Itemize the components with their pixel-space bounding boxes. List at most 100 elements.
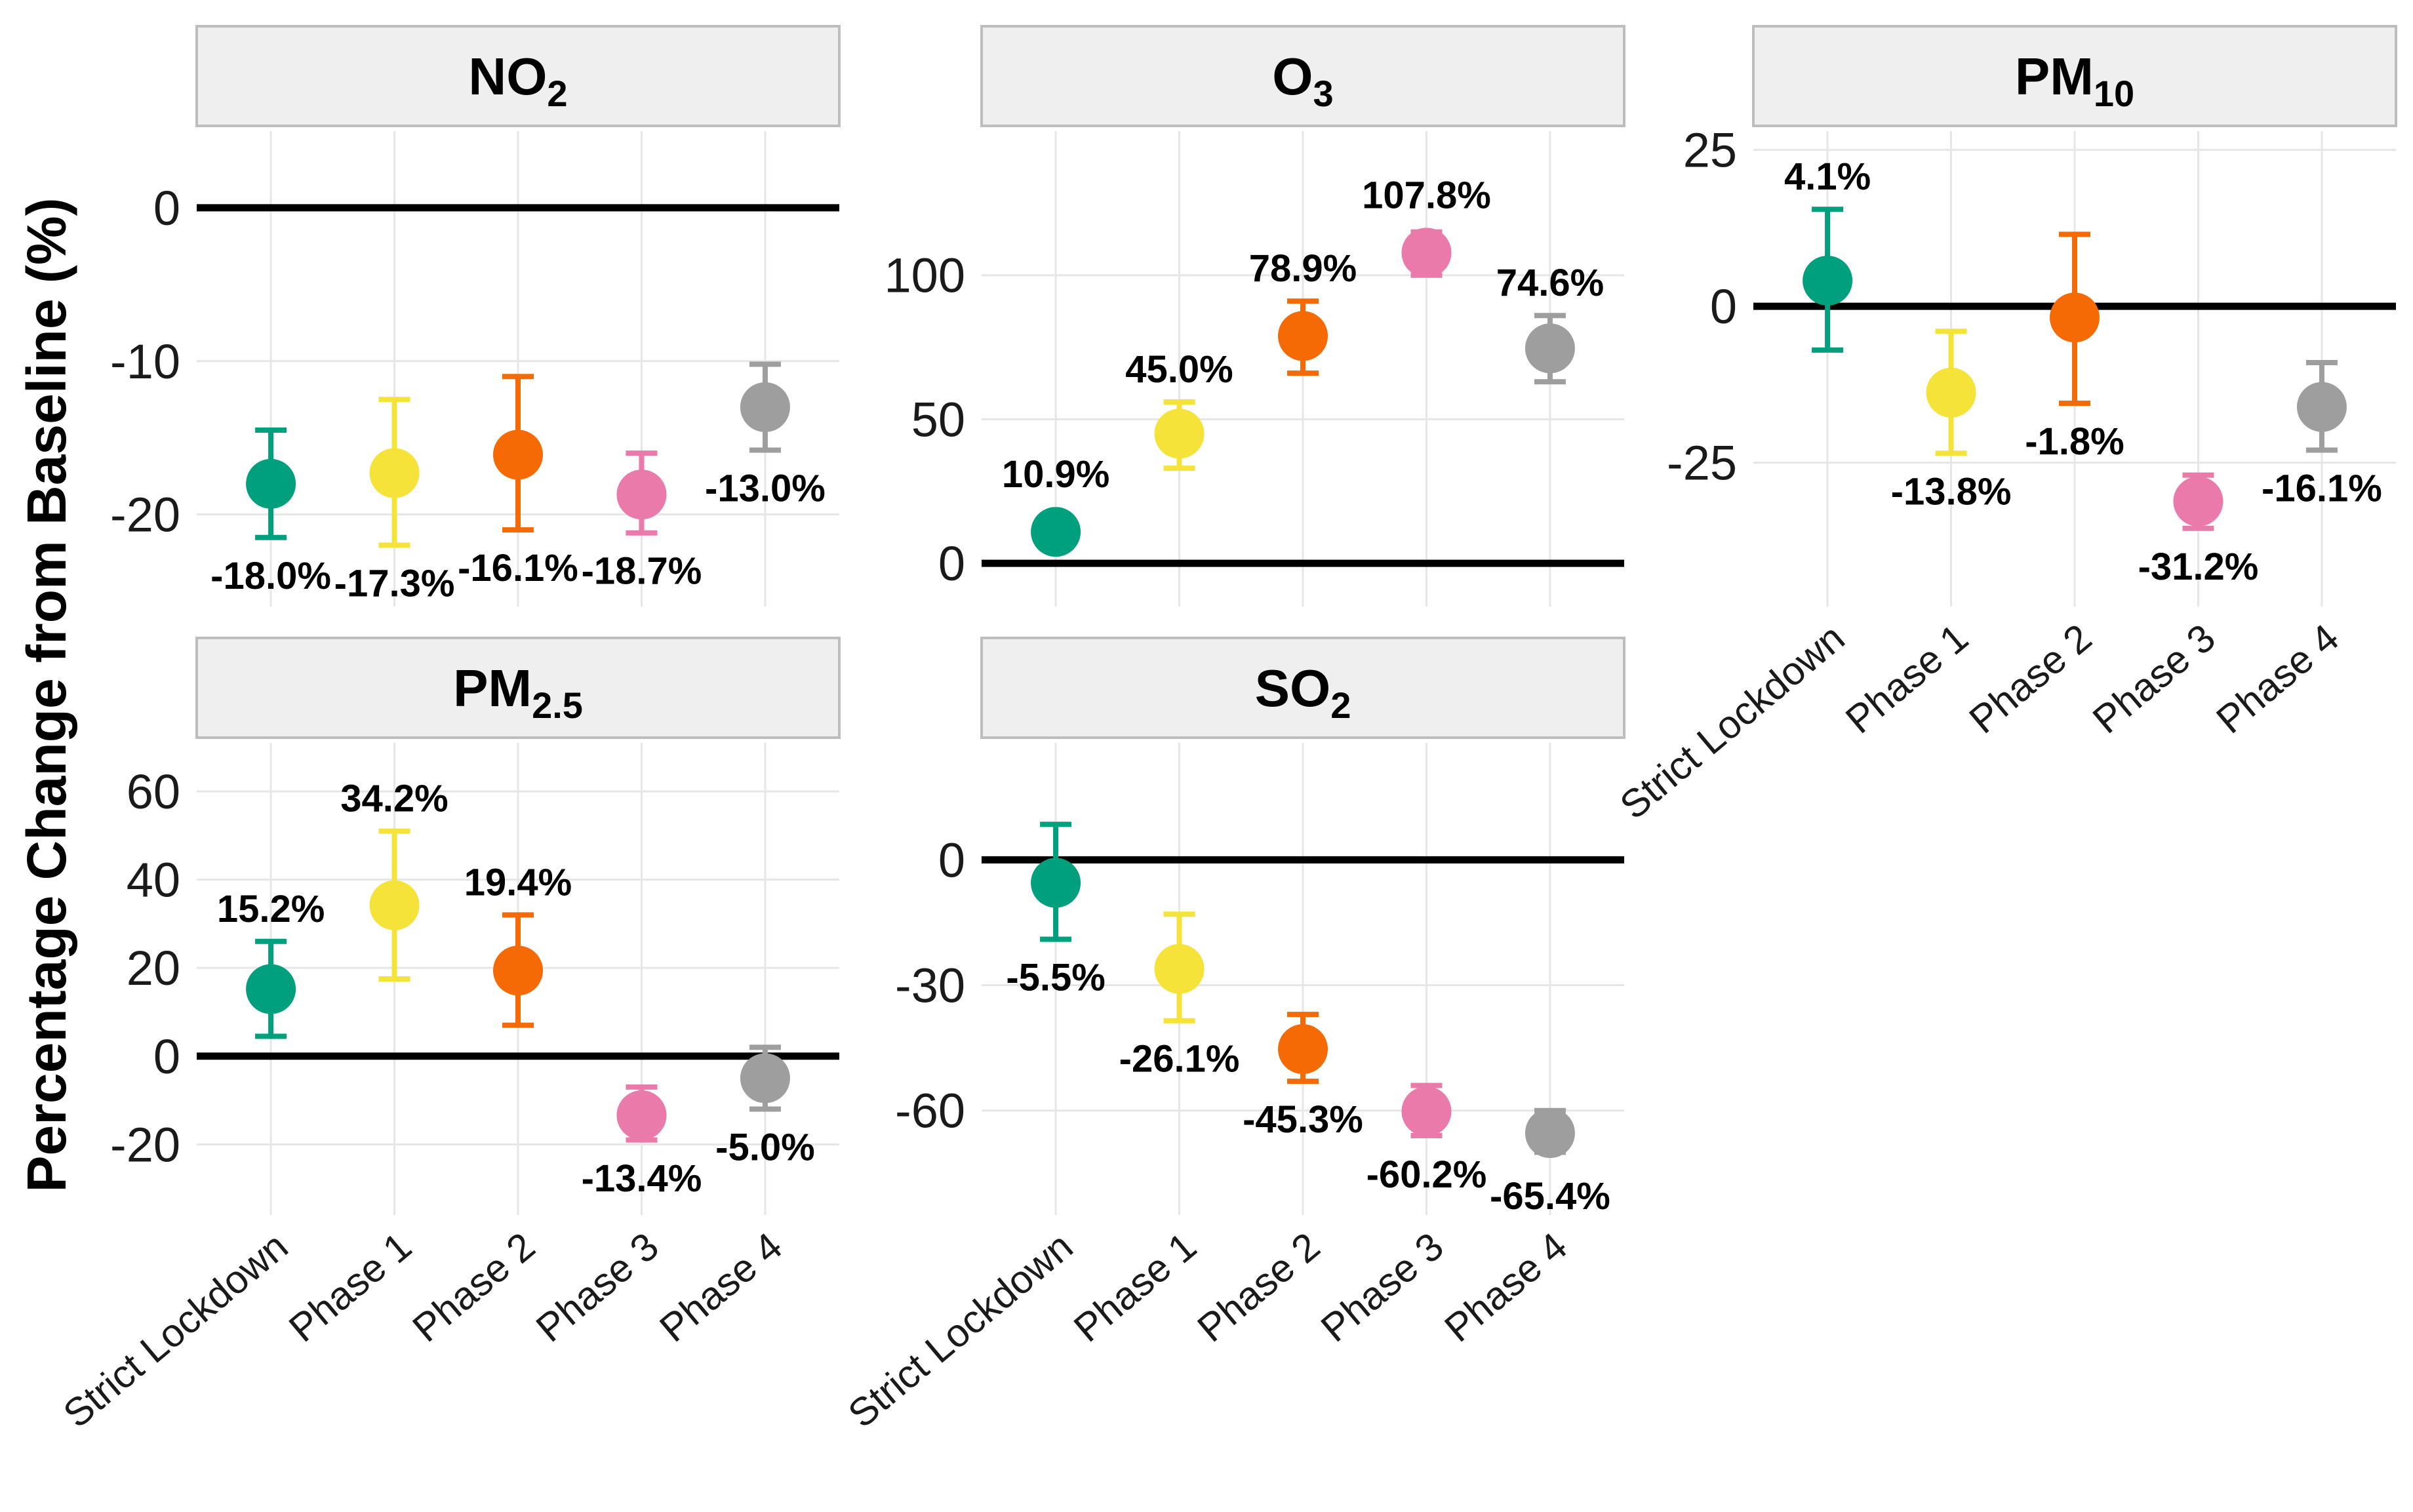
- data-point: [1525, 1108, 1575, 1159]
- data-point: [2173, 476, 2224, 527]
- y-tick-label: 20: [127, 941, 180, 995]
- x-tick-label: Strict Lockdown: [1612, 616, 1852, 828]
- data-label: -13.4%: [582, 1157, 702, 1200]
- panel-strip: [1752, 25, 2397, 127]
- data-point: [246, 964, 296, 1014]
- y-tick-label: 0: [938, 536, 965, 591]
- data-label: 78.9%: [1249, 247, 1357, 290]
- data-point: [1803, 255, 1853, 306]
- y-tick-label: -30: [895, 959, 965, 1013]
- data-label: -13.0%: [705, 467, 826, 509]
- data-point: [493, 429, 543, 480]
- data-point: [1278, 311, 1328, 361]
- data-label: 4.1%: [1784, 155, 1871, 198]
- y-tick-label: 25: [1683, 123, 1737, 178]
- data-point: [493, 945, 543, 996]
- data-label: -1.8%: [2025, 420, 2124, 463]
- x-tick-label: Phase 3: [528, 1224, 667, 1351]
- data-point: [1154, 944, 1205, 994]
- data-point: [2050, 292, 2100, 343]
- x-tick-label: Phase 3: [1313, 1224, 1452, 1351]
- data-label: -17.3%: [334, 562, 455, 605]
- y-axis-title: Percentage Change from Baseline (%): [16, 197, 77, 1192]
- data-label: -31.2%: [2138, 546, 2259, 588]
- data-label: 19.4%: [464, 861, 572, 904]
- data-label: -16.1%: [458, 547, 578, 589]
- y-tick-label: 60: [127, 765, 180, 819]
- x-tick-label: Phase 4: [1437, 1224, 1576, 1351]
- data-point: [2296, 382, 2347, 432]
- data-point: [1154, 408, 1205, 459]
- y-tick-label: 100: [885, 249, 965, 303]
- y-tick-label: -10: [110, 334, 180, 389]
- panel-strip: [195, 637, 841, 739]
- data-point: [1926, 367, 1976, 418]
- data-point: [246, 458, 296, 509]
- data-label: -18.7%: [582, 550, 702, 593]
- data-point: [369, 448, 420, 498]
- data-point: [1525, 323, 1575, 374]
- y-tick-label: 40: [127, 853, 180, 907]
- data-point: [740, 1053, 790, 1104]
- y-tick-label: -20: [110, 488, 180, 542]
- data-label: 74.6%: [1496, 262, 1604, 304]
- data-point: [1031, 507, 1081, 557]
- data-label: -26.1%: [1119, 1038, 1240, 1081]
- x-tick-label: Phase 2: [405, 1224, 544, 1351]
- data-label: -45.3%: [1243, 1098, 1363, 1141]
- x-tick-label: Phase 3: [2084, 616, 2224, 742]
- data-label: -65.4%: [1490, 1175, 1610, 1218]
- data-label: -16.1%: [2262, 468, 2382, 510]
- x-tick-label: Phase 1: [281, 1224, 420, 1351]
- panel-0: NO2 0 -10 -20 -18.0% -17.3% -16.1% -18.7%-13.0%: [110, 25, 841, 607]
- x-tick-label: Phase 4: [2208, 616, 2347, 742]
- x-tick-label: Strict Lockdown: [840, 1224, 1081, 1437]
- data-point: [1278, 1024, 1328, 1075]
- panel-1: O3 100 50 0 10.9% 45.0% 78.9%107.8% 74.6%: [885, 25, 1625, 607]
- data-point: [616, 1090, 667, 1140]
- panel-title: NO2: [468, 47, 567, 114]
- panel-title: PM10: [2015, 47, 2134, 114]
- data-label: 34.2%: [340, 778, 448, 820]
- panel-2: PM10 25 0 -25 4.1% -13.8% -1.8% -31.2%-16.1% Str…: [1612, 25, 2397, 828]
- y-tick-label: -20: [110, 1117, 180, 1172]
- data-point: [1031, 858, 1081, 908]
- y-tick-label: 0: [938, 833, 965, 887]
- panel-title: O3: [1272, 47, 1333, 114]
- data-label: 15.2%: [217, 888, 325, 930]
- data-point: [1401, 228, 1452, 278]
- y-tick-label: 50: [911, 392, 965, 447]
- x-tick-label: Phase 2: [1189, 1224, 1328, 1351]
- data-point: [740, 382, 790, 432]
- data-label: 107.8%: [1362, 174, 1491, 216]
- y-tick-label: 0: [1710, 279, 1737, 334]
- x-tick-label: Phase 4: [652, 1224, 791, 1351]
- panel-strip: [980, 637, 1625, 739]
- data-label: 10.9%: [1002, 453, 1109, 496]
- x-tick-label: Phase 2: [1961, 616, 2100, 742]
- x-tick-label: Phase 1: [1066, 1224, 1205, 1351]
- panel-strip: [980, 25, 1625, 127]
- y-tick-label: -25: [1667, 436, 1737, 490]
- panel-title: SO2: [1255, 659, 1351, 726]
- y-tick-label: -60: [895, 1084, 965, 1138]
- data-point: [1401, 1086, 1452, 1136]
- panel-4: SO2 0 -30 -60 -5.5% -26.1%-45.3%-60.2%-65.4% S…: [840, 637, 1625, 1437]
- data-label: -18.0%: [210, 555, 331, 597]
- data-label: -60.2%: [1366, 1153, 1487, 1196]
- data-point: [616, 469, 667, 520]
- panel-title: PM2.5: [453, 659, 583, 726]
- x-tick-label: Phase 1: [1837, 616, 1976, 742]
- data-label: -5.0%: [715, 1126, 815, 1169]
- data-point: [369, 880, 420, 930]
- panel-strip: [195, 25, 841, 127]
- data-label: -13.8%: [1891, 470, 2012, 513]
- y-tick-label: 0: [153, 181, 180, 235]
- y-tick-label: 0: [153, 1029, 180, 1084]
- x-tick-label: Strict Lockdown: [55, 1224, 296, 1437]
- data-label: -5.5%: [1006, 956, 1106, 999]
- panel-3: PM2.5 60 40 20 0 -20 15.2% 34.2% 19.4% -13.4% -5.0…: [55, 637, 841, 1437]
- data-label: 45.0%: [1125, 348, 1233, 391]
